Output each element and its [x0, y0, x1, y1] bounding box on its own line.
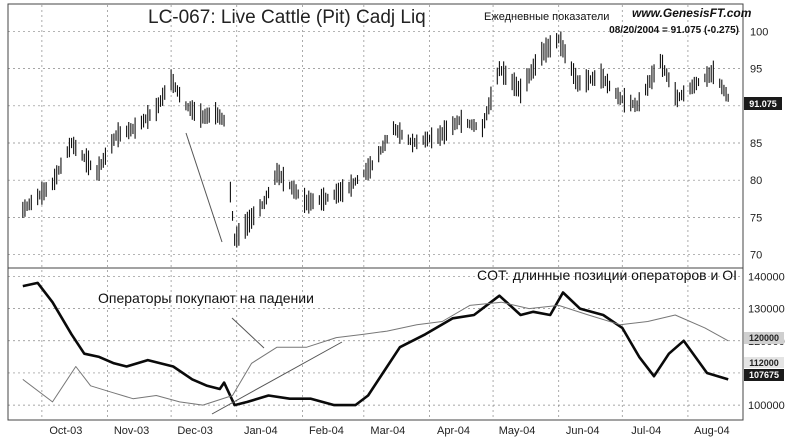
- cot-value-label-1: 120000: [749, 333, 779, 343]
- cot-open-interest-line: [22, 301, 729, 406]
- cot-y-tick-label: 140000: [748, 271, 785, 283]
- last-price-badge: [744, 97, 782, 110]
- x-tick-label: Aug-04: [694, 425, 729, 437]
- chart-title: LC-067: Live Cattle (Pit) Cadj Liq: [148, 7, 426, 28]
- x-tick-label: Jan-04: [244, 425, 278, 437]
- annotation-text: Операторы покупают на падении: [98, 290, 314, 306]
- x-tick-label: Mar-04: [370, 425, 405, 437]
- cot-y-tick-label: 100000: [748, 400, 785, 412]
- last-price-label: 91.075: [749, 99, 777, 109]
- cot-value-badge-2: [744, 369, 784, 381]
- cot-operators-line: [22, 281, 729, 407]
- price-y-tick-label: 70: [750, 250, 762, 262]
- cot-value-label-2: 107675: [749, 370, 779, 380]
- price-y-tick-label: 80: [750, 175, 762, 187]
- drawn-trendline-cot: [211, 341, 343, 415]
- x-tick-label: Feb-04: [309, 425, 344, 437]
- cot-y-tick-label: 130000: [748, 304, 785, 316]
- price-y-tick-label: 95: [750, 64, 762, 76]
- cot-pane-frame: [7, 267, 744, 421]
- chart-subtitle: Ежедневные показатели: [484, 11, 609, 23]
- grid: [8, 5, 743, 420]
- x-tick-label: Jul-04: [631, 425, 661, 437]
- x-tick-label: Jun-04: [566, 425, 600, 437]
- price-bars: [22, 31, 729, 248]
- x-tick-label: Apr-04: [437, 425, 470, 437]
- annotation-pointer: [231, 317, 265, 349]
- cot-value-label-3: 112000: [749, 358, 779, 368]
- watermark: www.GenesisFT.com: [632, 6, 752, 20]
- drawn-trendline-price: [185, 132, 223, 243]
- axis-ticks: Oct-03 Nov-03 Dec-03 Jan-04 Feb-04 Mar-04 Apr-…: [49, 26, 784, 437]
- cot-value-badge-3: [744, 357, 784, 368]
- price-readout: 08/20/2004 = 91.075 (-0.275): [609, 25, 739, 36]
- price-y-tick-label: 75: [750, 212, 762, 224]
- cot-lines: [22, 281, 729, 407]
- x-tick-label: Nov-03: [114, 425, 149, 437]
- cot-value-badge-1: [744, 332, 784, 344]
- x-tick-label: Oct-03: [49, 425, 82, 437]
- cot-title: COT: длинные позиции операторов и OI: [477, 267, 737, 283]
- x-tick-label: May-04: [499, 425, 536, 437]
- price-y-tick-label: 85: [750, 138, 762, 150]
- price-y-tick-label: 100: [750, 26, 768, 38]
- x-tick-label: Dec-03: [177, 425, 212, 437]
